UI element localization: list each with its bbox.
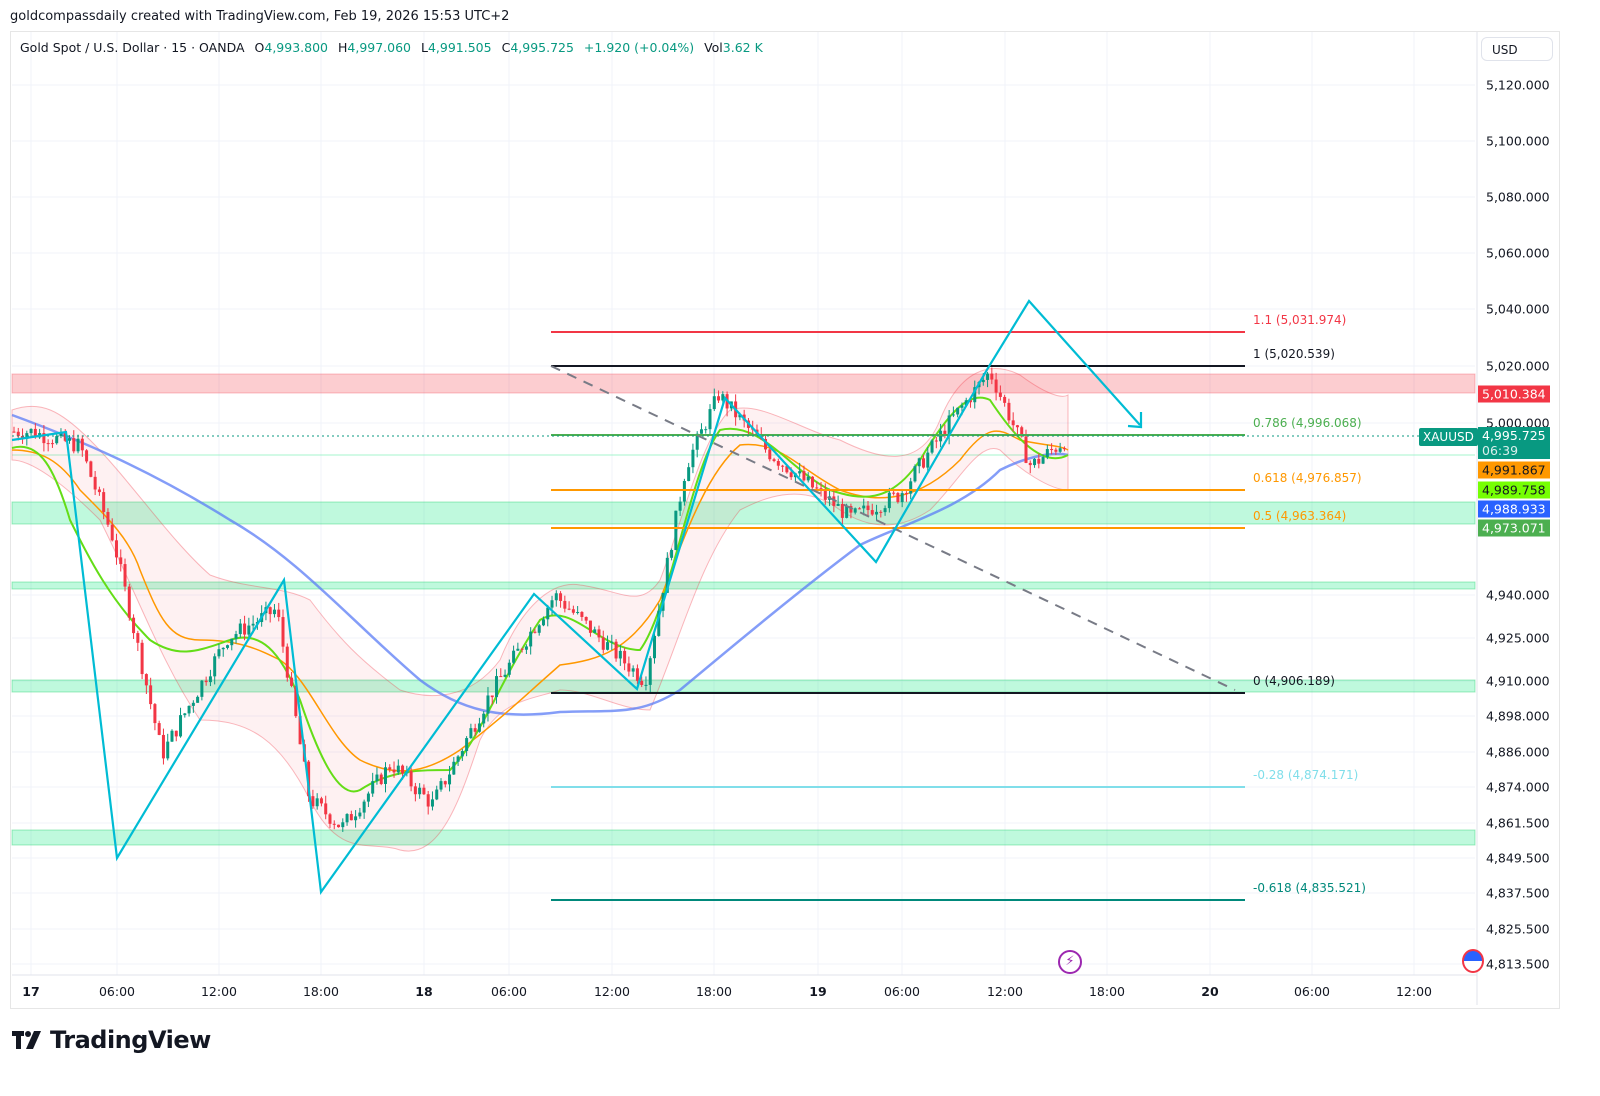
time-tick: 18:00 bbox=[1088, 984, 1126, 999]
tradingview-logo-icon bbox=[12, 1031, 41, 1049]
price-tick: 5,120.000 bbox=[1486, 77, 1550, 93]
fib-level-label: -0.28 (4,874.171) bbox=[1253, 768, 1359, 782]
chart-credit: goldcompassdaily created with TradingVie… bbox=[10, 9, 510, 24]
ma-blue-label: 4,988.933 bbox=[1478, 500, 1550, 518]
time-tick: 06:00 bbox=[883, 984, 921, 999]
price-tick: 4,825.500 bbox=[1486, 921, 1550, 937]
price-tick: 4,925.000 bbox=[1486, 630, 1550, 646]
price-tick: 4,910.000 bbox=[1486, 673, 1550, 689]
time-tick: 06:00 bbox=[490, 984, 528, 999]
price-tick: 5,000.000 bbox=[1486, 415, 1550, 431]
time-tick: 18 bbox=[415, 984, 433, 999]
time-tick: 18:00 bbox=[695, 984, 733, 999]
fib-level-label: 0.786 (4,996.068) bbox=[1253, 416, 1362, 430]
time-tick: 20 bbox=[1201, 984, 1219, 999]
grid-lines bbox=[12, 32, 1475, 975]
close-value: 4,995.725 bbox=[510, 40, 574, 55]
resistance-price-label: 5,010.384 bbox=[1478, 385, 1550, 403]
symbol-tag: XAUUSD bbox=[1419, 428, 1478, 446]
us-flag-event-icon[interactable] bbox=[1462, 949, 1484, 973]
low-value: 4,991.505 bbox=[427, 40, 492, 55]
ma-lime-line bbox=[11, 396, 1069, 793]
price-tick: 5,040.000 bbox=[1486, 301, 1550, 317]
tradingview-logo: TradingView bbox=[12, 1026, 211, 1054]
time-tick: 12:00 bbox=[1395, 984, 1433, 999]
fib-level-label: 0 (4,906.189) bbox=[1253, 674, 1335, 688]
fib-level-label: -0.618 (4,835.521) bbox=[1253, 881, 1366, 895]
time-tick: 12:00 bbox=[593, 984, 631, 999]
price-tick: 4,861.500 bbox=[1486, 815, 1550, 831]
time-tick: 17 bbox=[22, 984, 40, 999]
arrow-head-icon bbox=[1127, 412, 1143, 429]
chart-frame bbox=[10, 31, 1560, 1009]
price-tick: 5,060.000 bbox=[1486, 245, 1550, 261]
last-price-label: 4,995.725 06:39 bbox=[1478, 427, 1550, 459]
price-tick: 5,020.000 bbox=[1486, 358, 1550, 374]
last-price-value: 4,995.725 bbox=[1482, 428, 1546, 443]
change-value: +1.920 (+0.04%) bbox=[583, 40, 695, 55]
trendline-dashed bbox=[550, 365, 1236, 691]
price-tick: 5,080.000 bbox=[1486, 189, 1550, 205]
open-value: 4,993.800 bbox=[264, 40, 328, 55]
volume-value: 3.62 K bbox=[722, 40, 763, 55]
time-tick: 12:00 bbox=[200, 984, 238, 999]
ma-orange-line bbox=[11, 430, 1069, 772]
symbol-title[interactable]: Gold Spot / U.S. Dollar · 15 · OANDA bbox=[20, 40, 245, 55]
time-tick: 06:00 bbox=[98, 984, 136, 999]
symbol-legend: Gold Spot / U.S. Dollar · 15 · OANDA O4,… bbox=[20, 40, 763, 55]
lightning-event-icon[interactable]: ⚡ bbox=[1058, 950, 1082, 974]
time-tick: 12:00 bbox=[986, 984, 1024, 999]
zigzag-pattern bbox=[11, 299, 1141, 895]
currency-button[interactable]: USD bbox=[1481, 37, 1553, 61]
price-tick: 4,837.500 bbox=[1486, 885, 1550, 901]
price-tick: 4,874.000 bbox=[1486, 779, 1550, 795]
bar-countdown: 06:39 bbox=[1482, 443, 1519, 458]
ma-green-label: 4,973.071 bbox=[1478, 519, 1550, 537]
time-tick: 06:00 bbox=[1293, 984, 1331, 999]
price-tick: 4,886.000 bbox=[1486, 744, 1550, 760]
price-tick: 5,100.000 bbox=[1486, 133, 1550, 149]
fib-level-label: 1 (5,020.539) bbox=[1253, 347, 1335, 361]
price-tick: 4,849.500 bbox=[1486, 850, 1550, 866]
ma-lime-label: 4,989.758 bbox=[1478, 481, 1550, 499]
price-tick: 4,940.000 bbox=[1486, 587, 1550, 603]
price-tick: 4,898.000 bbox=[1486, 708, 1550, 724]
fibonacci-levels bbox=[551, 331, 1245, 901]
ma-blue-line bbox=[11, 413, 1069, 716]
fib-level-label: 0.5 (4,963.364) bbox=[1253, 509, 1347, 523]
time-tick: 19 bbox=[809, 984, 827, 999]
price-tick: 4,813.500 bbox=[1486, 956, 1550, 972]
high-value: 4,997.060 bbox=[347, 40, 412, 55]
bollinger-band bbox=[11, 368, 1069, 852]
time-tick: 18:00 bbox=[302, 984, 340, 999]
fib-level-label: 0.618 (4,976.857) bbox=[1253, 471, 1362, 485]
zones bbox=[11, 373, 1476, 846]
ma-orange-label: 4,991.867 bbox=[1478, 461, 1550, 479]
fib-level-label: 1.1 (5,031.974) bbox=[1253, 313, 1347, 327]
